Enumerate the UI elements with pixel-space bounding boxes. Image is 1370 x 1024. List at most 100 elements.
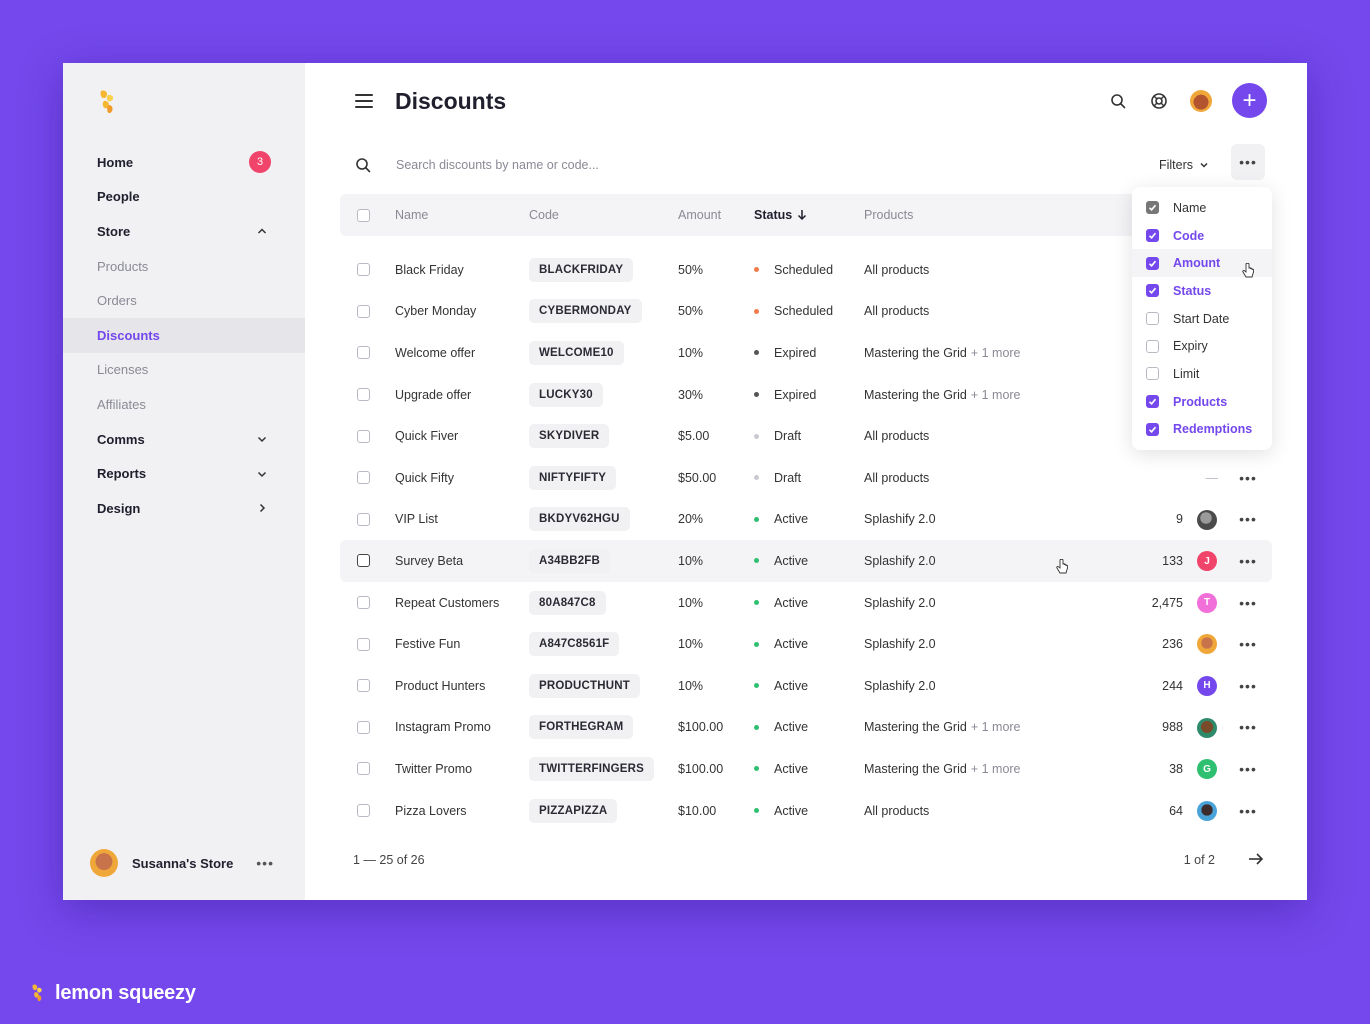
row-actions-button[interactable]: •••	[1239, 469, 1257, 486]
row-actions-button[interactable]: •••	[1239, 802, 1257, 819]
select-all-checkbox[interactable]	[357, 194, 370, 236]
row-checkbox[interactable]	[357, 374, 370, 416]
store-switcher[interactable]: Susanna's Store •••	[90, 848, 280, 878]
more-products-label[interactable]: + 1 more	[970, 720, 1021, 735]
sidebar-item-orders[interactable]: Orders	[63, 283, 305, 318]
column-toggle-redemptions[interactable]: Redemptions	[1132, 416, 1272, 444]
row-checkbox[interactable]	[357, 707, 370, 749]
row-checkbox[interactable]	[357, 665, 370, 707]
row-checkbox[interactable]	[357, 748, 370, 790]
column-toggle-start-date[interactable]: Start Date	[1132, 305, 1272, 333]
add-discount-button[interactable]: +	[1232, 83, 1267, 118]
checkbox-icon	[1146, 284, 1159, 298]
discount-name[interactable]: Upgrade offer	[395, 387, 472, 402]
table-row[interactable]: Welcome offer WELCOME10 10% Expired Masterin…	[340, 332, 1272, 374]
user-avatar[interactable]	[1190, 89, 1212, 112]
column-toggle-products[interactable]: Products	[1132, 388, 1272, 416]
row-actions-button[interactable]: •••	[1239, 719, 1257, 736]
search-input[interactable]	[396, 158, 796, 172]
sidebar-item-products[interactable]: Products	[63, 249, 305, 284]
table-row[interactable]: Instagram Promo FORTHEGRAM $100.00 Active Ma…	[340, 707, 1272, 749]
row-checkbox[interactable]	[357, 582, 370, 624]
table-row[interactable]: Festive Fun A847C8561F 10% Active Splashify …	[340, 623, 1272, 665]
table-row[interactable]: Pizza Lovers PIZZAPIZZA $10.00 Active All pr…	[340, 790, 1272, 832]
chevron-down-icon	[257, 437, 267, 443]
discount-name[interactable]: Product Hunters	[395, 678, 486, 693]
lemon-squeezy-logo[interactable]	[93, 87, 123, 117]
filters-button[interactable]: Filters	[1159, 158, 1209, 172]
row-checkbox[interactable]	[357, 249, 370, 291]
table-row[interactable]: VIP List BKDYV62HGU 20% Active Splashify 2.0…	[340, 499, 1272, 541]
menu-toggle-icon[interactable]	[355, 94, 373, 108]
search-icon[interactable]	[1108, 91, 1128, 111]
table-row[interactable]: Twitter Promo TWITTERFINGERS $100.00 Active…	[340, 748, 1272, 790]
column-products[interactable]: Products	[864, 208, 914, 222]
table-row[interactable]: Product Hunters PRODUCTHUNT 10% Active Splas…	[340, 665, 1272, 707]
table-row[interactable]: Quick Fiver SKYDIVER $5.00 Draft All product…	[340, 415, 1272, 457]
table-row[interactable]: Black Friday BLACKFRIDAY 50% Scheduled All p…	[340, 249, 1272, 291]
row-checkbox[interactable]	[357, 457, 370, 499]
sidebar-item-label: Store	[97, 223, 131, 239]
column-code[interactable]: Code	[529, 208, 559, 222]
row-checkbox[interactable]	[357, 540, 370, 582]
column-toggle-code[interactable]: Code	[1132, 222, 1272, 250]
table-row[interactable]: Survey Beta A34BB2FB 10% Active Splashify 2.…	[340, 540, 1272, 582]
sidebar-item-licenses[interactable]: Licenses	[63, 353, 305, 388]
discount-name[interactable]: VIP List	[395, 512, 438, 527]
discount-name[interactable]: Quick Fiver	[395, 429, 459, 444]
table-row[interactable]: Cyber Monday CYBERMONDAY 50% Scheduled All p…	[340, 291, 1272, 333]
column-status[interactable]: Status	[754, 194, 807, 236]
discount-name[interactable]: Pizza Lovers	[395, 803, 467, 818]
discount-name[interactable]: Instagram Promo	[395, 720, 491, 735]
help-icon[interactable]	[1149, 91, 1169, 111]
row-checkbox[interactable]	[357, 623, 370, 665]
discount-amount: 10%	[678, 678, 704, 693]
row-actions-button[interactable]: •••	[1239, 760, 1257, 777]
column-toggle-expiry[interactable]: Expiry	[1132, 332, 1272, 360]
column-toggle-limit[interactable]: Limit	[1132, 360, 1272, 388]
row-checkbox[interactable]	[357, 790, 370, 832]
table-row[interactable]: Upgrade offer LUCKY30 30% Expired Mastering …	[340, 374, 1272, 416]
discount-name[interactable]: Festive Fun	[395, 637, 461, 652]
discount-name[interactable]: Welcome offer	[395, 345, 476, 360]
discount-name[interactable]: Cyber Monday	[395, 304, 477, 319]
store-more-button[interactable]: •••	[256, 855, 274, 871]
row-checkbox[interactable]	[357, 415, 370, 457]
more-products-label[interactable]: + 1 more	[970, 761, 1021, 776]
sidebar-item-design[interactable]: Design	[63, 491, 305, 526]
table-row[interactable]: Quick Fifty NIFTYFIFTY $50.00 Draft All prod…	[340, 457, 1272, 499]
discount-name[interactable]: Black Friday	[395, 262, 464, 277]
column-name[interactable]: Name	[395, 208, 429, 222]
discount-products: Splashify 2.0	[864, 623, 936, 665]
sidebar-item-discounts[interactable]: Discounts	[63, 317, 305, 353]
row-checkbox[interactable]	[357, 332, 370, 374]
row-checkbox[interactable]	[357, 499, 370, 541]
row-actions-button[interactable]: •••	[1239, 677, 1257, 694]
sidebar-item-comms[interactable]: Comms	[63, 422, 305, 457]
row-actions-button[interactable]: •••	[1239, 511, 1257, 528]
column-toggle-status[interactable]: Status	[1132, 277, 1272, 305]
discount-name[interactable]: Survey Beta	[395, 553, 464, 568]
row-actions-button[interactable]: •••	[1239, 552, 1257, 569]
column-status-label: Status	[754, 208, 793, 222]
discount-name[interactable]: Quick Fifty	[395, 470, 455, 485]
row-actions-button[interactable]: •••	[1239, 594, 1257, 611]
sidebar-item-reports[interactable]: Reports	[63, 456, 305, 491]
sidebar-item-affiliates[interactable]: Affiliates	[63, 387, 305, 422]
more-products-label[interactable]: + 1 more	[970, 345, 1021, 360]
next-page-icon[interactable]	[1247, 850, 1265, 868]
more-products-label[interactable]: + 1 more	[970, 387, 1021, 402]
sidebar-item-people[interactable]: People	[63, 180, 305, 215]
discount-name[interactable]: Twitter Promo	[395, 761, 473, 776]
column-options-button[interactable]: •••	[1231, 144, 1265, 180]
discount-name[interactable]: Repeat Customers	[395, 595, 500, 610]
checkbox-icon	[1146, 229, 1159, 243]
column-amount[interactable]: Amount	[678, 208, 722, 222]
table-row[interactable]: Repeat Customers 80A847C8 10% Active Splashi…	[340, 582, 1272, 624]
column-toggle-name[interactable]: Name	[1132, 194, 1272, 222]
row-actions-button[interactable]: •••	[1239, 636, 1257, 653]
sidebar-item-home[interactable]: Home 3	[63, 145, 305, 180]
chevron-down-icon	[1200, 162, 1208, 168]
row-checkbox[interactable]	[357, 291, 370, 333]
sidebar-item-store[interactable]: Store	[63, 214, 305, 249]
